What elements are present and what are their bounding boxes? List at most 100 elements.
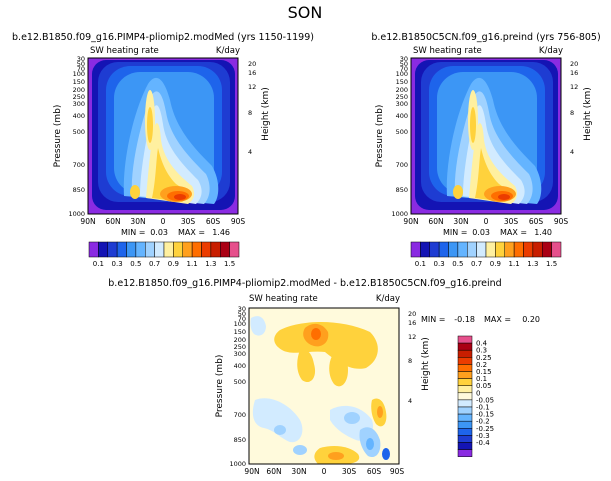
tick-label: 300 [73,100,85,108]
heatmap-field [411,58,561,214]
colorbar-swatch [98,241,108,258]
colorbar-label: 0.1 [415,260,426,268]
colorbar-swatch [420,241,430,258]
tick-label: 70 [77,65,85,73]
colorbar-swatch [457,392,473,401]
tick-label: 500 [234,378,246,386]
tick-label: 90N [403,217,418,226]
tick-label: 60S [367,467,382,476]
colorbar-swatch [523,241,534,258]
tick-label: 1000 [229,460,246,468]
colorbar-swatch [438,241,449,258]
tick-label: 16 [570,69,578,77]
stats-readout: MIN = -0.18 MAX = 0.20 [421,315,540,324]
units-label: K/day [539,46,563,56]
tick-label: 850 [234,436,246,444]
stats-readout: MIN = 0.03 MAX = 1.40 [443,228,552,237]
max-value: 1.40 [534,228,552,237]
colorbar-label: 0.1 [476,375,487,383]
colorbar-label: 1.1 [187,260,198,268]
colorbar-swatch [457,435,473,443]
colorbar-label: 1.3 [205,260,216,268]
y-ticks: 30 50 70 100 150 200 250 300 400 500 700… [68,55,85,218]
panel-preind: b.e12.B1850C5CN.f09_g16.preind (yrs 756-… [371,32,600,268]
colorbar-swatch [448,241,459,258]
colorbar-swatch [88,241,99,258]
colorbar-swatch [182,241,193,258]
tick-label: 30S [342,467,357,476]
tick-label: 4 [248,148,252,156]
tick-label: 70 [238,315,246,323]
y-axis-label: Pressure (mb) [53,105,63,168]
colorbar-swatch [467,241,477,258]
tick-label: 250 [234,343,246,351]
panel-pimp4: b.e12.B1850.f09_g16.PIMP4-pliomip2.modMe… [12,32,314,268]
colorbar-label: 1.1 [509,260,520,268]
colorbar-label: 0.3 [434,260,445,268]
colorbar-label: 0.3 [112,260,123,268]
min-label: MIN = [121,228,146,237]
tick-label: 90S [390,467,405,476]
tick-label: 1000 [68,210,85,218]
field-label: SW heating rate [90,46,159,56]
tick-label: 90N [80,217,95,226]
colorbar-swatch [126,241,137,258]
tick-label: 0 [322,467,327,476]
y-ticks-right: 20 16 12 8 4 [408,310,416,405]
min-value: 0.03 [472,228,490,237]
tick-label: 500 [73,128,85,136]
colorbar-swatch [173,241,183,258]
panel-title: b.e12.B1850.f09_g16.PIMP4-pliomip2.modMe… [12,32,314,43]
x-ticks: 90N 60N 30N 0 30S 60S 90S [80,217,245,226]
min-value: 0.03 [150,228,168,237]
tick-label: 90S [554,217,569,226]
tick-label: 8 [408,357,412,365]
max-value: 0.20 [522,315,540,324]
colorbar-swatch [457,349,473,358]
colorbar-swatch [210,241,221,258]
tick-label: 150 [234,328,246,336]
x-ticks: 90N 60N 30N 0 30S 60S 90S [244,467,404,476]
y-axis-label-right: Height (km) [421,337,431,391]
y-ticks-right: 20 16 12 8 4 [248,60,256,156]
max-label: MAX = [484,315,511,324]
tick-label: 150 [73,78,85,86]
colorbar-swatch [457,364,473,372]
colorbar-swatch [457,241,468,258]
colorbar-label: -0.15 [476,411,494,419]
tick-label: 4 [408,397,412,405]
tick-label: 200 [396,86,408,94]
max-value: 1.46 [212,228,230,237]
tick-label: 90N [244,467,259,476]
colorbar-label: 0.9 [168,260,179,268]
field-label: SW heating rate [413,46,482,56]
season-title: SON [288,3,323,22]
tick-label: 90S [231,217,246,226]
min-label: MIN = [421,315,446,324]
colorbar-difference: 0.40.30.250.20.150.10.050-0.05-0.1-0.15-… [457,335,494,457]
stats-readout: MIN = 0.03 MAX = 1.46 [121,228,230,237]
colorbar-swatch [229,241,240,258]
units-label: K/day [376,294,400,304]
tick-label: 8 [248,109,252,117]
colorbar-label: 0.7 [471,260,482,268]
y-ticks-right: 20 16 12 8 4 [570,60,578,156]
panel-difference: b.e12.B1850.f09_g16.PIMP4-pliomip2.modMe… [108,278,540,476]
tick-label: 30S [181,217,196,226]
tick-label: 850 [73,186,85,194]
tick-label: 150 [396,78,408,86]
units-label: K/day [216,46,240,56]
colorbar-swatch [410,241,421,258]
tick-label: 30N [130,217,145,226]
tick-label: 30 [77,55,85,63]
panel-title: b.e12.B1850C5CN.f09_g16.preind (yrs 756-… [371,32,600,43]
tick-label: 400 [396,112,408,120]
colorbar-label: 0.15 [476,368,492,376]
tick-label: 12 [570,83,578,91]
colorbar-swatch [457,449,473,457]
y-ticks: 30 50 70 100 150 200 250 300 400 500 700… [229,305,246,468]
tick-label: 50 [238,310,246,318]
x-ticks: 90N 60N 30N 0 30S 60S 90S [403,217,568,226]
colorbar-label: 0.05 [476,382,492,390]
colorbar-label: 0.4 [476,340,488,348]
